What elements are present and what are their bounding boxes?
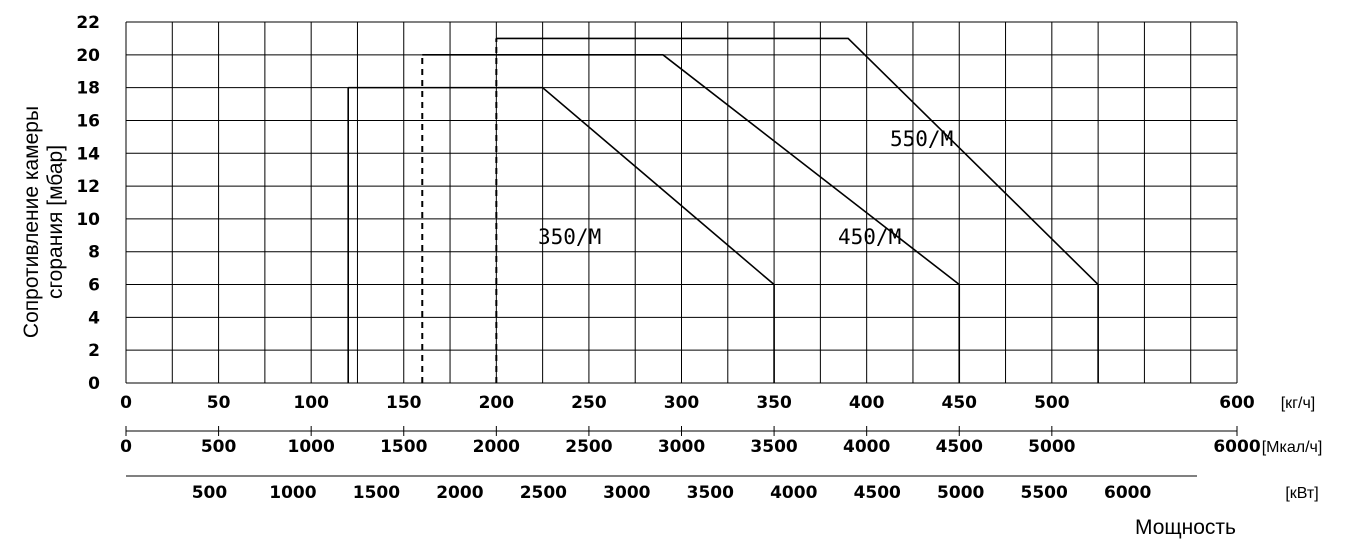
series-line-1 — [422, 54, 961, 383]
x-tick-label-1: 3000 — [658, 437, 705, 457]
x-tick-label-2: 6000 — [1104, 483, 1151, 503]
x-tick-label-1: 4000 — [843, 437, 890, 457]
y-axis-ticks: 0 2 4 6 8 10 12 14 16 18 20 22 — [76, 13, 100, 394]
x-tick-label-1: 4500 — [936, 437, 983, 457]
y-tick-label: 16 — [76, 111, 100, 131]
y-tick-label: 2 — [88, 341, 100, 361]
x-tick-label-2: 2500 — [520, 483, 567, 503]
x-tick-label-0: 600 — [1219, 393, 1255, 413]
y-axis-title-line-1: Сопротивление камеры — [20, 106, 43, 338]
x-tick-label-0: 400 — [849, 393, 885, 413]
series-line-0 — [348, 86, 775, 383]
x-tick-label-0: 0 — [120, 393, 132, 413]
x-tick-label-0: 50 — [207, 393, 231, 413]
x-tick-label-1: 2500 — [565, 437, 612, 457]
x-tick-label-2: 4500 — [854, 483, 901, 503]
x-tick-label-1: 1000 — [288, 437, 335, 457]
series-label-2: 550/M — [890, 127, 953, 151]
y-tick-label: 8 — [88, 243, 100, 263]
x-tick-label-1: 1500 — [380, 437, 427, 457]
x-tick-label-0: 500 — [1034, 393, 1070, 413]
x-tick-label-2: 500 — [192, 483, 228, 503]
series-label-1: 450/M — [838, 225, 901, 249]
y-tick-label: 20 — [76, 46, 100, 66]
y-tick-label: 22 — [76, 13, 100, 33]
series-lines: 350/M 450/M 550/M — [347, 37, 1099, 383]
y-tick-label: 4 — [88, 308, 100, 328]
x-axis-title: Мощность — [1135, 516, 1236, 539]
x-axis-unit-2: [кВт] — [1285, 485, 1318, 502]
x-tick-label-2: 3500 — [687, 483, 734, 503]
series-label-0: 350/M — [538, 225, 601, 249]
x-tick-label-1: 3500 — [750, 437, 797, 457]
x-tick-label-1: 2000 — [473, 437, 520, 457]
y-tick-label: 10 — [76, 210, 100, 230]
x-axis-unit-1: [Мкал/ч] — [1262, 439, 1323, 456]
y-tick-label: 6 — [88, 276, 100, 296]
x-axes: 0 50 100 150 200 250 300 350 400 450 500 600 [кг/ч] 0… — [120, 393, 1322, 503]
x-tick-label-1: 6000 — [1213, 437, 1260, 457]
x-tick-label-2: 5000 — [937, 483, 984, 503]
y-tick-label: 18 — [76, 79, 100, 99]
x-tick-label-0: 150 — [386, 393, 422, 413]
chart-grid — [125, 21, 1238, 384]
series-line-2 — [496, 37, 1099, 383]
y-tick-label: 0 — [88, 374, 100, 394]
x-tick-label-0: 350 — [756, 393, 792, 413]
y-tick-label: 12 — [76, 177, 100, 197]
x-tick-label-0: 200 — [479, 393, 515, 413]
x-tick-label-2: 4000 — [770, 483, 817, 503]
y-axis-title-line-2: сгорания [мбар] — [44, 145, 67, 299]
x-tick-label-1: 500 — [201, 437, 237, 457]
x-tick-label-2: 1000 — [269, 483, 316, 503]
x-tick-label-2: 5500 — [1021, 483, 1068, 503]
x-tick-label-0: 250 — [571, 393, 607, 413]
x-tick-label-0: 450 — [942, 393, 978, 413]
x-tick-label-0: 300 — [664, 393, 700, 413]
x-tick-label-1: 5000 — [1028, 437, 1075, 457]
x-tick-label-1: 0 — [120, 437, 132, 457]
y-tick-label: 14 — [76, 144, 100, 164]
x-axis-unit-0: [кг/ч] — [1281, 395, 1316, 412]
x-tick-label-2: 2000 — [436, 483, 483, 503]
x-tick-label-2: 3000 — [603, 483, 650, 503]
x-tick-label-0: 100 — [293, 393, 329, 413]
x-tick-label-2: 1500 — [353, 483, 400, 503]
